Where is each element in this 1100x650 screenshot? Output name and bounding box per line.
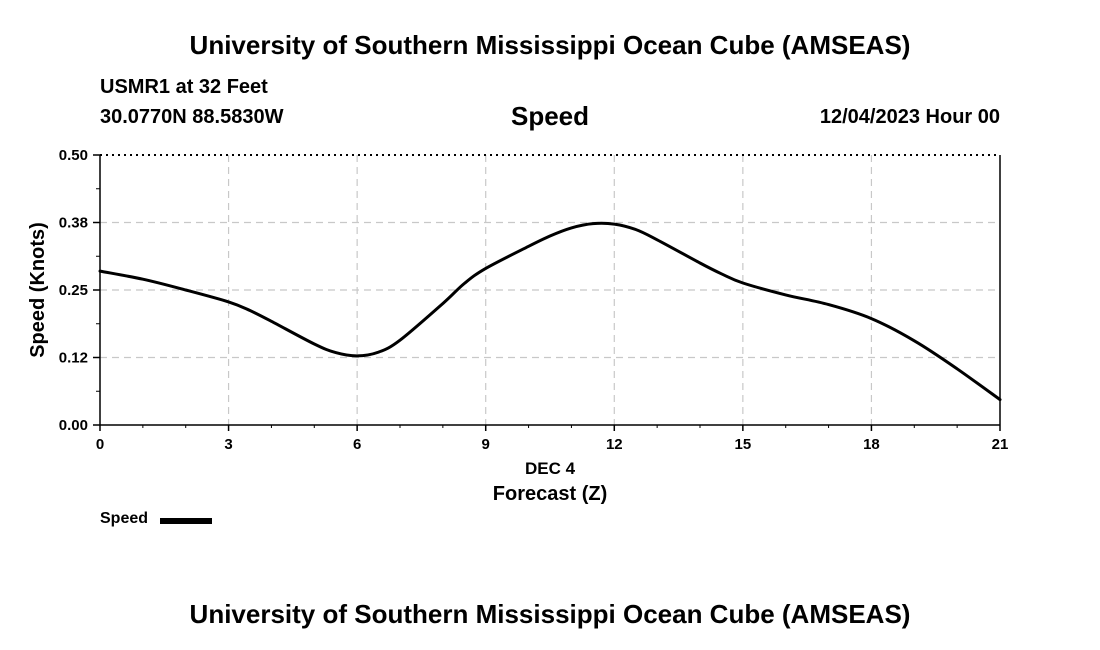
y-tick-label: 0.12 — [59, 350, 88, 367]
forecast-date: 12/04/2023 Hour 00 — [819, 106, 1000, 128]
y-axis-label: Speed (Knots) — [27, 222, 49, 358]
y-tick-label: 0.50 — [59, 147, 88, 164]
speed-series-line — [98, 221, 1002, 402]
legend-swatch — [160, 518, 212, 524]
page-title: University of Southern Mississippi Ocean… — [189, 30, 911, 60]
x-axis-label: Forecast (Z) — [493, 483, 607, 505]
x-tick-label: 0 — [96, 436, 104, 453]
x-tick-label: 6 — [353, 436, 361, 453]
chart-title: Speed — [510, 101, 590, 131]
grid-lines — [100, 155, 1000, 425]
x-tick-label: 21 — [992, 436, 1009, 453]
axis-ticks: 0 3 6 9 12 15 18 21 0.00 0.12 0.25 0.38 0.50 — [59, 147, 1009, 453]
legend-label: Speed — [100, 510, 149, 527]
x-tick-label: 9 — [482, 436, 490, 453]
y-tick-label: 0.00 — [59, 417, 88, 434]
y-tick-label: 0.25 — [59, 282, 88, 299]
station-coordinates: 30.0770N 88.5830W — [100, 106, 284, 128]
x-tick-label: 18 — [863, 436, 880, 453]
station-label: USMR1 at 32 Feet — [100, 76, 268, 98]
y-tick-label: 0.38 — [59, 215, 88, 232]
footer-title: University of Southern Mississippi Ocean… — [189, 599, 911, 629]
x-tick-label: 12 — [606, 436, 623, 453]
x-tick-label: 3 — [224, 436, 232, 453]
x-axis-date-label: DEC 4 — [525, 459, 576, 478]
x-tick-label: 15 — [735, 436, 752, 453]
